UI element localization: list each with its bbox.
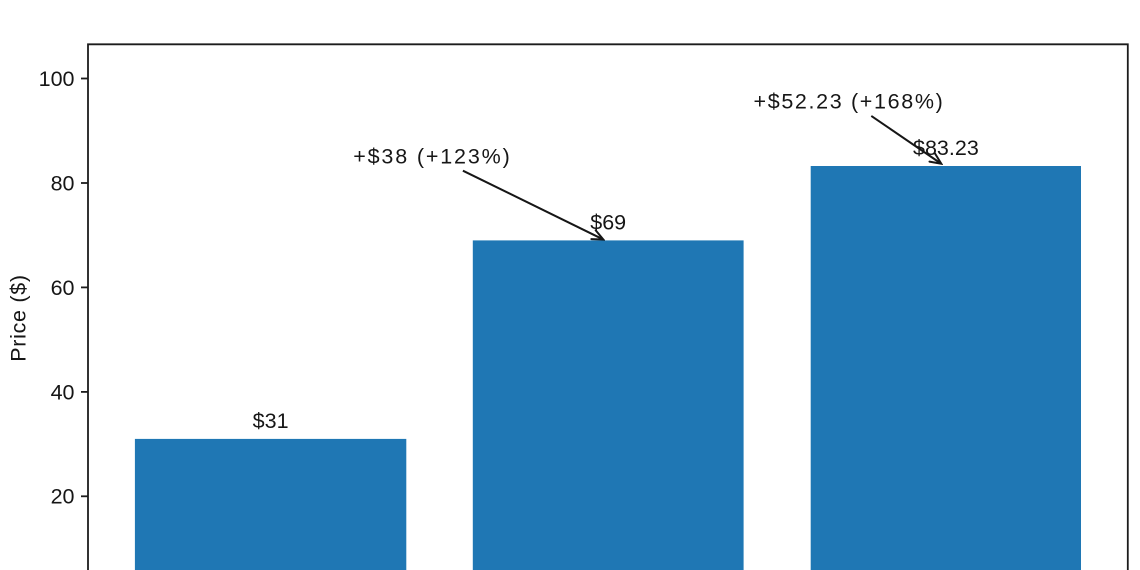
svg-text:100: 100 bbox=[39, 67, 75, 91]
svg-text:$69: $69 bbox=[590, 210, 626, 234]
svg-text:20: 20 bbox=[51, 485, 75, 509]
svg-text:80: 80 bbox=[51, 171, 75, 195]
svg-text:+$38 (+123%): +$38 (+123%) bbox=[353, 145, 511, 169]
svg-text:$31: $31 bbox=[253, 409, 289, 433]
svg-text:$83.23: $83.23 bbox=[913, 136, 979, 160]
svg-text:Price ($): Price ($) bbox=[7, 274, 31, 362]
svg-text:60: 60 bbox=[51, 276, 75, 300]
svg-text:+$52.23 (+168%): +$52.23 (+168%) bbox=[754, 89, 945, 113]
svg-text:40: 40 bbox=[51, 380, 75, 404]
